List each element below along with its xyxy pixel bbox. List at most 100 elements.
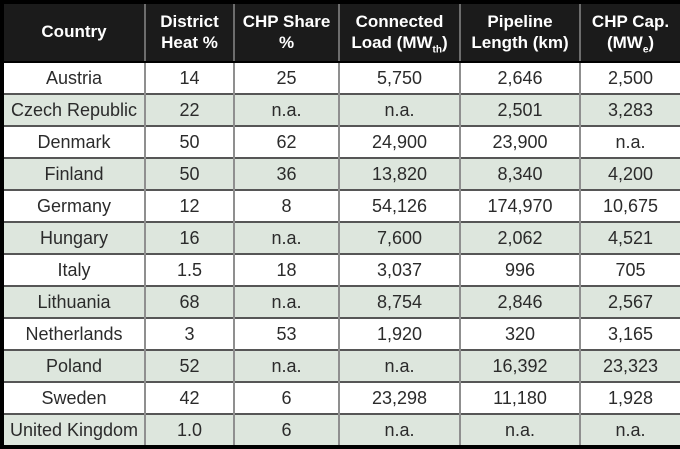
chp-cap-cell: n.a. bbox=[579, 413, 680, 447]
header-label-line2-end: ) bbox=[441, 32, 448, 52]
chp-cap-cell: 1,928 bbox=[579, 381, 680, 414]
district-heat-cell: 3 bbox=[144, 317, 234, 350]
country-cell: Germany bbox=[2, 189, 145, 222]
pipeline-length-cell: n.a. bbox=[459, 413, 580, 447]
column-header-connected-load: Connected Load (MWth) bbox=[338, 2, 460, 63]
chp-share-cell: 8 bbox=[233, 189, 339, 222]
chp-cap-cell: 4,200 bbox=[579, 157, 680, 190]
table-row: Italy 1.5 18 3,037 996 705 bbox=[2, 253, 680, 286]
chp-share-cell: n.a. bbox=[233, 221, 339, 254]
country-cell: Poland bbox=[2, 349, 145, 382]
pipeline-length-cell: 2,501 bbox=[459, 93, 580, 126]
chp-share-cell: n.a. bbox=[233, 349, 339, 382]
header-label: Country bbox=[41, 22, 107, 42]
district-heat-cell: 52 bbox=[144, 349, 234, 382]
table-row: Finland 50 36 13,820 8,340 4,200 bbox=[2, 157, 680, 190]
header-label-subscript: th bbox=[432, 43, 442, 55]
chp-cap-cell: 10,675 bbox=[579, 189, 680, 222]
table-row: Austria 14 25 5,750 2,646 2,500 bbox=[2, 62, 680, 94]
table-row: Poland 52 n.a. n.a. 16,392 23,323 bbox=[2, 349, 680, 382]
chp-share-cell: 18 bbox=[233, 253, 339, 286]
district-heat-cell: 14 bbox=[144, 62, 234, 94]
connected-load-cell: 8,754 bbox=[338, 285, 460, 318]
country-cell: Czech Republic bbox=[2, 93, 145, 126]
table-row: Denmark 50 62 24,900 23,900 n.a. bbox=[2, 125, 680, 158]
header-label-line1: Connected bbox=[355, 11, 444, 31]
pipeline-length-cell: 16,392 bbox=[459, 349, 580, 382]
district-heat-cell: 42 bbox=[144, 381, 234, 414]
pipeline-length-cell: 2,646 bbox=[459, 62, 580, 94]
pipeline-length-cell: 996 bbox=[459, 253, 580, 286]
header-label-line2-end: ) bbox=[648, 32, 655, 52]
district-heat-cell: 68 bbox=[144, 285, 234, 318]
connected-load-cell: 23,298 bbox=[338, 381, 460, 414]
header-label-line2: Length (km) bbox=[471, 32, 569, 52]
table-row: Czech Republic 22 n.a. n.a. 2,501 3,283 bbox=[2, 93, 680, 126]
country-cell: Sweden bbox=[2, 381, 145, 414]
table-row: Lithuania 68 n.a. 8,754 2,846 2,567 bbox=[2, 285, 680, 318]
column-header-chp-share: CHP Share % bbox=[233, 2, 339, 63]
header-label-line2: % bbox=[278, 32, 295, 52]
connected-load-cell: n.a. bbox=[338, 349, 460, 382]
chp-cap-cell: 705 bbox=[579, 253, 680, 286]
country-cell: Denmark bbox=[2, 125, 145, 158]
country-cell: Netherlands bbox=[2, 317, 145, 350]
column-header-chp-cap: CHP Cap. (MWe) bbox=[579, 2, 680, 63]
district-heat-cell: 22 bbox=[144, 93, 234, 126]
chp-cap-cell: 23,323 bbox=[579, 349, 680, 382]
table-row: Germany 12 8 54,126 174,970 10,675 bbox=[2, 189, 680, 222]
chp-cap-cell: 2,567 bbox=[579, 285, 680, 318]
header-label-subscript: e bbox=[642, 43, 649, 55]
chp-share-cell: 36 bbox=[233, 157, 339, 190]
country-cell: United Kingdom bbox=[2, 413, 145, 447]
pipeline-length-cell: 11,180 bbox=[459, 381, 580, 414]
table-row: Hungary 16 n.a. 7,600 2,062 4,521 bbox=[2, 221, 680, 254]
country-cell: Lithuania bbox=[2, 285, 145, 318]
chp-cap-cell: 3,165 bbox=[579, 317, 680, 350]
header-label-line1: CHP Share bbox=[242, 11, 331, 31]
table-row: United Kingdom 1.0 6 n.a. n.a. n.a. bbox=[2, 413, 680, 447]
chp-share-cell: n.a. bbox=[233, 285, 339, 318]
chp-share-cell: 62 bbox=[233, 125, 339, 158]
table-row: Netherlands 3 53 1,920 320 3,165 bbox=[2, 317, 680, 350]
connected-load-cell: 24,900 bbox=[338, 125, 460, 158]
connected-load-cell: 7,600 bbox=[338, 221, 460, 254]
pipeline-length-cell: 320 bbox=[459, 317, 580, 350]
connected-load-cell: 3,037 bbox=[338, 253, 460, 286]
chp-share-cell: 53 bbox=[233, 317, 339, 350]
pipeline-length-cell: 174,970 bbox=[459, 189, 580, 222]
table-body: Austria 14 25 5,750 2,646 2,500 Czech Re… bbox=[2, 62, 680, 447]
column-header-pipeline-length: Pipeline Length (km) bbox=[459, 2, 580, 63]
connected-load-cell: n.a. bbox=[338, 93, 460, 126]
chp-share-cell: 6 bbox=[233, 413, 339, 447]
column-header-country: Country bbox=[2, 2, 145, 63]
header-label-line1: District bbox=[160, 11, 219, 31]
connected-load-cell: 5,750 bbox=[338, 62, 460, 94]
district-heat-cell: 1.0 bbox=[144, 413, 234, 447]
table-row: Sweden 42 6 23,298 11,180 1,928 bbox=[2, 381, 680, 414]
connected-load-cell: n.a. bbox=[338, 413, 460, 447]
header-label-line2: Heat % bbox=[161, 32, 218, 52]
pipeline-length-cell: 23,900 bbox=[459, 125, 580, 158]
chp-cap-cell: 2,500 bbox=[579, 62, 680, 94]
district-heat-cell: 50 bbox=[144, 157, 234, 190]
header-row: Country District Heat % CHP Share % Conn… bbox=[2, 2, 680, 63]
pipeline-length-cell: 8,340 bbox=[459, 157, 580, 190]
header-label-line2: Load (MW bbox=[351, 32, 433, 52]
country-cell: Finland bbox=[2, 157, 145, 190]
district-heat-cell: 1.5 bbox=[144, 253, 234, 286]
country-cell: Italy bbox=[2, 253, 145, 286]
district-heat-cell: 50 bbox=[144, 125, 234, 158]
chp-cap-cell: 3,283 bbox=[579, 93, 680, 126]
district-heat-cell: 12 bbox=[144, 189, 234, 222]
column-header-district-heat: District Heat % bbox=[144, 2, 234, 63]
pipeline-length-cell: 2,846 bbox=[459, 285, 580, 318]
chp-share-cell: 6 bbox=[233, 381, 339, 414]
header-label-line2: (MW bbox=[606, 32, 643, 52]
pipeline-length-cell: 2,062 bbox=[459, 221, 580, 254]
header-label-line1: Pipeline bbox=[487, 11, 553, 31]
district-heat-cell: 16 bbox=[144, 221, 234, 254]
header-label-line1: CHP Cap. bbox=[591, 11, 670, 31]
